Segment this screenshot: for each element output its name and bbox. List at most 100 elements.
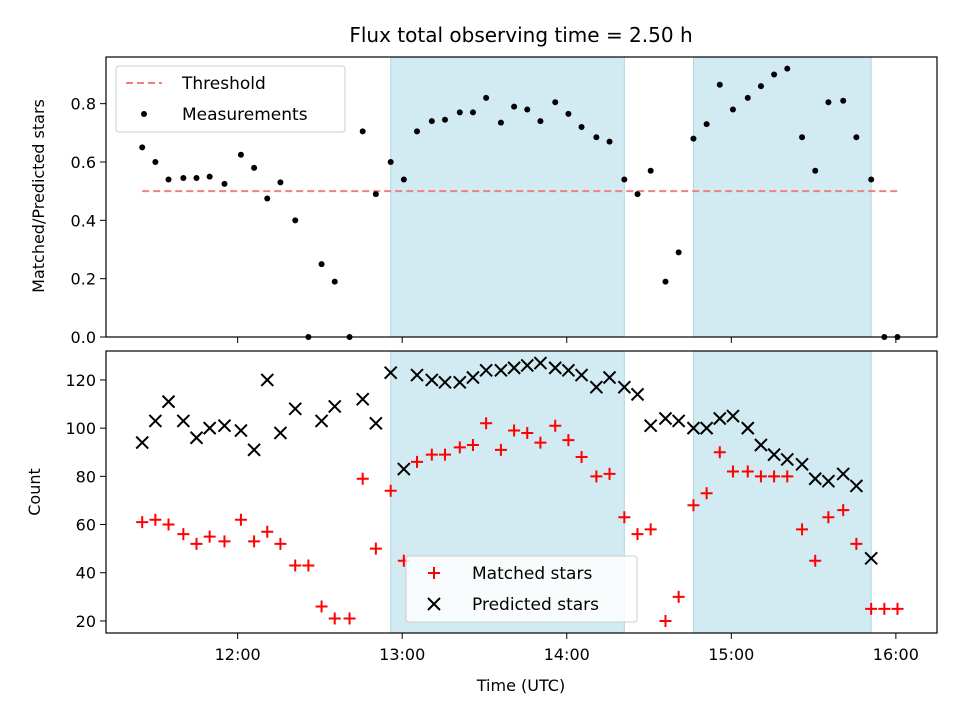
matched-stars-point-53 xyxy=(865,602,878,615)
axes-frame-1 xyxy=(105,350,938,634)
matched-stars-point-37 xyxy=(644,523,657,536)
matched-stars-point-2 xyxy=(162,518,175,531)
top-y-axis-label: Matched/Predicted stars xyxy=(29,99,48,293)
predicted-stars-point-38 xyxy=(686,421,701,435)
matched-stars-point-48 xyxy=(796,523,809,536)
predicted-stars-point-29 xyxy=(561,363,576,377)
predicted-stars-point-19 xyxy=(425,373,439,387)
predicted-stars-point-22 xyxy=(466,370,480,385)
legend-threshold-label: Threshold xyxy=(181,74,266,94)
matched-stars-point-12 xyxy=(302,559,315,572)
predicted-stars-point-51 xyxy=(864,551,878,565)
matched-stars-point-27 xyxy=(508,424,521,437)
predicted-stars-point-43 xyxy=(754,438,768,452)
measurements-point-21 xyxy=(428,118,435,125)
matched-stars-point-4 xyxy=(190,537,203,550)
matched-stars-point-17 xyxy=(369,542,382,555)
measurements-point-30 xyxy=(552,99,559,106)
predicted-stars-point-46 xyxy=(795,457,809,471)
predicted-stars-point-36 xyxy=(658,411,673,426)
measurements-point-11 xyxy=(292,217,299,224)
measurements-point-4 xyxy=(193,175,200,182)
measurements-point-7 xyxy=(237,151,244,158)
predicted-stars-point-14 xyxy=(355,392,370,406)
top-panel: 0.0 0.2 0.4 0.6 0.8 Threshold Measurements xyxy=(71,56,938,347)
matched-stars-point-8 xyxy=(248,535,261,548)
matched-stars-point-50 xyxy=(822,511,835,524)
predicted-stars-point-13 xyxy=(328,399,342,414)
matched-stars-point-21 xyxy=(425,448,438,461)
predicted-stars-point-41 xyxy=(726,409,740,423)
predicted-stars-point-12 xyxy=(314,414,329,428)
measurements-point-3 xyxy=(180,175,187,182)
matched-stars-point-42 xyxy=(713,446,726,459)
measurements-point-14 xyxy=(331,278,338,285)
matched-stars-point-54 xyxy=(878,602,891,615)
y-tick-label-0-0: 0.0 xyxy=(71,328,96,347)
predicted-stars-point-47 xyxy=(808,472,822,486)
y-tick-label-1-4: 100 xyxy=(65,419,96,438)
measurements-point-9 xyxy=(264,195,271,202)
measurements-point-17 xyxy=(372,191,379,198)
measurements-point-6 xyxy=(221,180,228,187)
matched-stars-point-34 xyxy=(603,467,616,480)
matched-stars-point-41 xyxy=(700,487,713,500)
predicted-stars-point-45 xyxy=(780,452,794,467)
matched-stars-point-45 xyxy=(754,470,767,483)
measurements-point-39 xyxy=(675,249,682,256)
predicted-stars-point-18 xyxy=(410,368,424,382)
matched-stars-point-35 xyxy=(618,511,631,524)
measurements-point-28 xyxy=(524,106,531,113)
matched-stars-point-15 xyxy=(343,612,356,625)
bottom-panel: 20 40 60 80 100 120 12:00 13:00 14:00 15:00 16:00 M… xyxy=(65,350,938,664)
legend-measurements-swatch xyxy=(141,111,147,117)
matched-stars-point-6 xyxy=(218,535,231,548)
predicted-stars-point-40 xyxy=(713,411,727,426)
x-axis-label: Time (UTC) xyxy=(476,676,565,695)
measurements-point-45 xyxy=(757,83,764,90)
matched-stars-point-10 xyxy=(274,537,287,550)
measurements-point-5 xyxy=(206,173,213,180)
predicted-stars-point-50 xyxy=(849,479,864,493)
measurements-point-10 xyxy=(277,179,284,186)
measurements-point-46 xyxy=(771,71,778,78)
measurements-point-53 xyxy=(868,176,875,183)
y-tick-label-0-1: 0.2 xyxy=(71,270,96,289)
measurements-point-41 xyxy=(703,121,710,128)
predicted-stars-point-10 xyxy=(273,426,288,440)
measurements-point-23 xyxy=(456,109,463,116)
predicted-stars-point-4 xyxy=(189,431,204,445)
chart-title: Flux total observing time = 2.50 h xyxy=(349,23,692,47)
x-tick-label-1: 13:00 xyxy=(379,645,425,664)
predicted-stars-point-25 xyxy=(507,361,521,375)
x-tick-label-2: 14:00 xyxy=(544,645,590,664)
measurements-point-40 xyxy=(690,135,697,142)
predicted-stars-point-9 xyxy=(260,373,274,387)
matched-stars-point-47 xyxy=(781,470,794,483)
measurements-point-32 xyxy=(578,124,585,130)
matched-stars-point-39 xyxy=(672,590,685,603)
matched-stars-point-36 xyxy=(631,528,644,541)
y-tick-label-1-2: 60 xyxy=(76,516,96,535)
predicted-stars-point-42 xyxy=(741,421,755,435)
measurements-point-38 xyxy=(662,278,669,285)
measurements-point-19 xyxy=(400,176,407,183)
predicted-stars-point-0 xyxy=(135,435,149,450)
legend-predicted-stars-swatch xyxy=(427,597,441,611)
measurements-point-22 xyxy=(441,116,448,123)
predicted-stars-point-5 xyxy=(202,421,217,435)
x-tick-label-0: 12:00 xyxy=(215,645,261,664)
legend-matched-stars-label: Matched stars xyxy=(472,564,592,584)
predicted-stars-point-48 xyxy=(821,474,836,488)
matched-stars-point-31 xyxy=(562,434,575,447)
predicted-stars-point-31 xyxy=(589,380,604,394)
matched-stars-point-51 xyxy=(837,504,850,517)
x-tick-label-3: 15:00 xyxy=(708,645,754,664)
y-tick-label-1-1: 40 xyxy=(76,564,96,583)
predicted-stars-point-28 xyxy=(548,361,562,375)
matched-stars-point-55 xyxy=(891,602,904,615)
legend-panel-0: Threshold Measurements xyxy=(115,65,346,133)
predicted-stars-point-11 xyxy=(288,402,302,416)
matched-stars-point-52 xyxy=(850,537,863,550)
